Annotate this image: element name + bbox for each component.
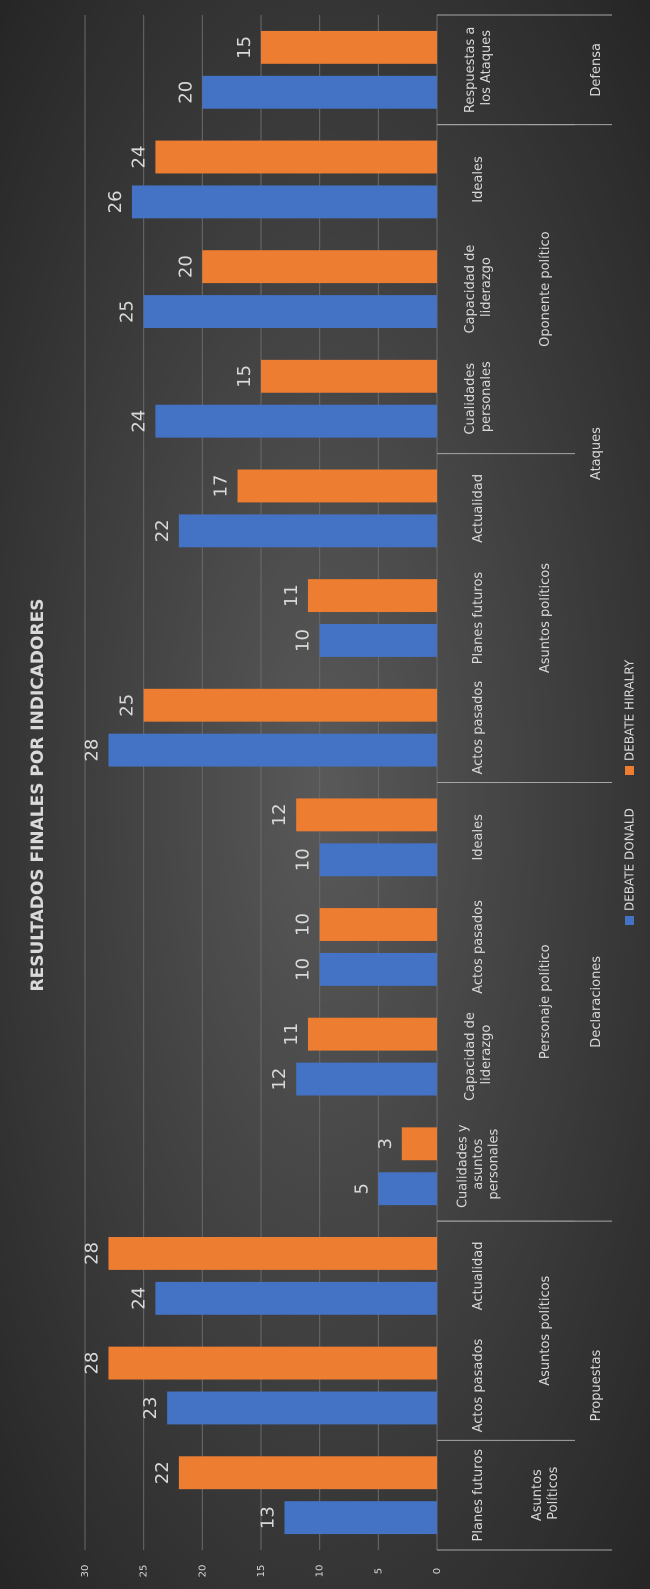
supergroup-label: Declaraciones bbox=[589, 956, 604, 1048]
data-label: 5 bbox=[351, 1183, 372, 1194]
bar bbox=[319, 908, 437, 941]
data-label: 10 bbox=[293, 913, 314, 936]
data-label: 23 bbox=[140, 1397, 161, 1420]
bar bbox=[261, 359, 437, 393]
bar bbox=[178, 514, 437, 548]
data-label: 24 bbox=[128, 146, 149, 169]
bar bbox=[319, 952, 437, 986]
data-label: 11 bbox=[281, 584, 302, 607]
x-tick-label: Actos pasados bbox=[471, 681, 486, 775]
y-tick-label: 30 bbox=[80, 1565, 91, 1578]
bar bbox=[108, 1236, 437, 1270]
x-tick-label: Capacidad de liderazgo bbox=[463, 1012, 494, 1101]
bar bbox=[307, 579, 437, 613]
bar bbox=[167, 1391, 437, 1425]
bar bbox=[319, 843, 437, 877]
y-tick-label: 5 bbox=[373, 1568, 384, 1574]
data-label: 20 bbox=[175, 255, 196, 278]
bar bbox=[378, 1172, 438, 1206]
data-label: 28 bbox=[81, 1352, 102, 1375]
x-tick-label: Actualidad bbox=[471, 1241, 486, 1310]
legend-swatch bbox=[625, 916, 634, 925]
x-tick-label: Cualidades y asuntos personales bbox=[455, 1124, 501, 1208]
data-label: 25 bbox=[117, 694, 138, 717]
x-tick-label: Actualidad bbox=[471, 474, 486, 543]
bar bbox=[319, 624, 437, 657]
bar bbox=[178, 1456, 437, 1490]
data-label: 26 bbox=[105, 190, 126, 213]
x-tick-label: Cualidades personales bbox=[463, 361, 494, 436]
group-label: Asuntos políticos bbox=[538, 1275, 553, 1385]
bar bbox=[143, 295, 438, 328]
bar bbox=[155, 140, 437, 174]
bar bbox=[296, 1062, 438, 1096]
bar bbox=[108, 733, 437, 767]
y-tick-label: 10 bbox=[315, 1565, 326, 1578]
y-tick-label: 25 bbox=[139, 1565, 150, 1578]
bar bbox=[155, 404, 437, 438]
chart-title: RESULTADOS FINALES POR INDICADORES bbox=[28, 599, 48, 992]
data-label: 22 bbox=[152, 519, 173, 542]
bar bbox=[307, 1017, 437, 1051]
bar bbox=[237, 469, 437, 503]
x-tick-label: Ideales bbox=[471, 814, 486, 861]
data-label: 12 bbox=[269, 1068, 290, 1091]
x-tick-label: Ideales bbox=[471, 156, 486, 203]
bar bbox=[202, 75, 437, 109]
bar bbox=[143, 688, 438, 722]
y-tick-label: 20 bbox=[197, 1565, 208, 1578]
data-label: 24 bbox=[128, 1287, 149, 1310]
data-label: 25 bbox=[117, 300, 138, 323]
data-label: 17 bbox=[211, 474, 232, 497]
supergroup-label: Defensa bbox=[589, 43, 604, 97]
group-label: Personaje político bbox=[538, 944, 553, 1059]
group-label: Oponente político bbox=[538, 231, 553, 346]
bar bbox=[284, 1501, 438, 1535]
data-label: 24 bbox=[128, 410, 149, 433]
group-label: Asuntos políticos bbox=[538, 563, 553, 673]
group-label: Asuntos Políticos bbox=[530, 1466, 561, 1523]
bar bbox=[108, 1346, 437, 1380]
data-label: 13 bbox=[257, 1506, 278, 1529]
data-label: 22 bbox=[152, 1461, 173, 1484]
legend-label: DEBATE DONALD bbox=[623, 808, 637, 911]
data-label: 15 bbox=[234, 36, 255, 59]
x-tick-label: Planes futuros bbox=[471, 1449, 486, 1542]
supergroup-label: Ataques bbox=[589, 427, 604, 480]
bar bbox=[261, 30, 437, 64]
data-label: 28 bbox=[81, 739, 102, 762]
plot: RESULTADOS FINALES POR INDICADORES 05101… bbox=[28, 14, 637, 1578]
data-label: 15 bbox=[234, 365, 255, 388]
x-tick-label: Capacidad de liderazgo bbox=[463, 245, 494, 334]
legend-label: DEBATE HIRALRY bbox=[623, 659, 637, 761]
bar bbox=[401, 1127, 437, 1161]
data-label: 28 bbox=[81, 1242, 102, 1265]
data-label: 10 bbox=[293, 629, 314, 652]
x-tick-label: Planes futuros bbox=[471, 572, 486, 665]
x-tick-label: Actos pasados bbox=[471, 900, 486, 994]
x-tick-label: Respuestas a los Ataques bbox=[463, 27, 494, 113]
data-label: 20 bbox=[175, 81, 196, 104]
data-label: 10 bbox=[293, 958, 314, 981]
supergroup-label: Propuestas bbox=[589, 1349, 604, 1421]
y-tick-label: 0 bbox=[432, 1568, 443, 1574]
legend-swatch bbox=[625, 766, 634, 775]
data-label: 12 bbox=[269, 803, 290, 826]
data-label: 11 bbox=[281, 1023, 302, 1046]
bar bbox=[296, 798, 438, 832]
bar bbox=[131, 185, 438, 219]
bar bbox=[155, 1281, 437, 1315]
y-tick-label: 15 bbox=[256, 1565, 267, 1578]
bar bbox=[202, 250, 437, 284]
data-label: 3 bbox=[375, 1138, 396, 1149]
data-label: 10 bbox=[293, 848, 314, 871]
x-tick-label: Actos pasados bbox=[471, 1338, 486, 1432]
